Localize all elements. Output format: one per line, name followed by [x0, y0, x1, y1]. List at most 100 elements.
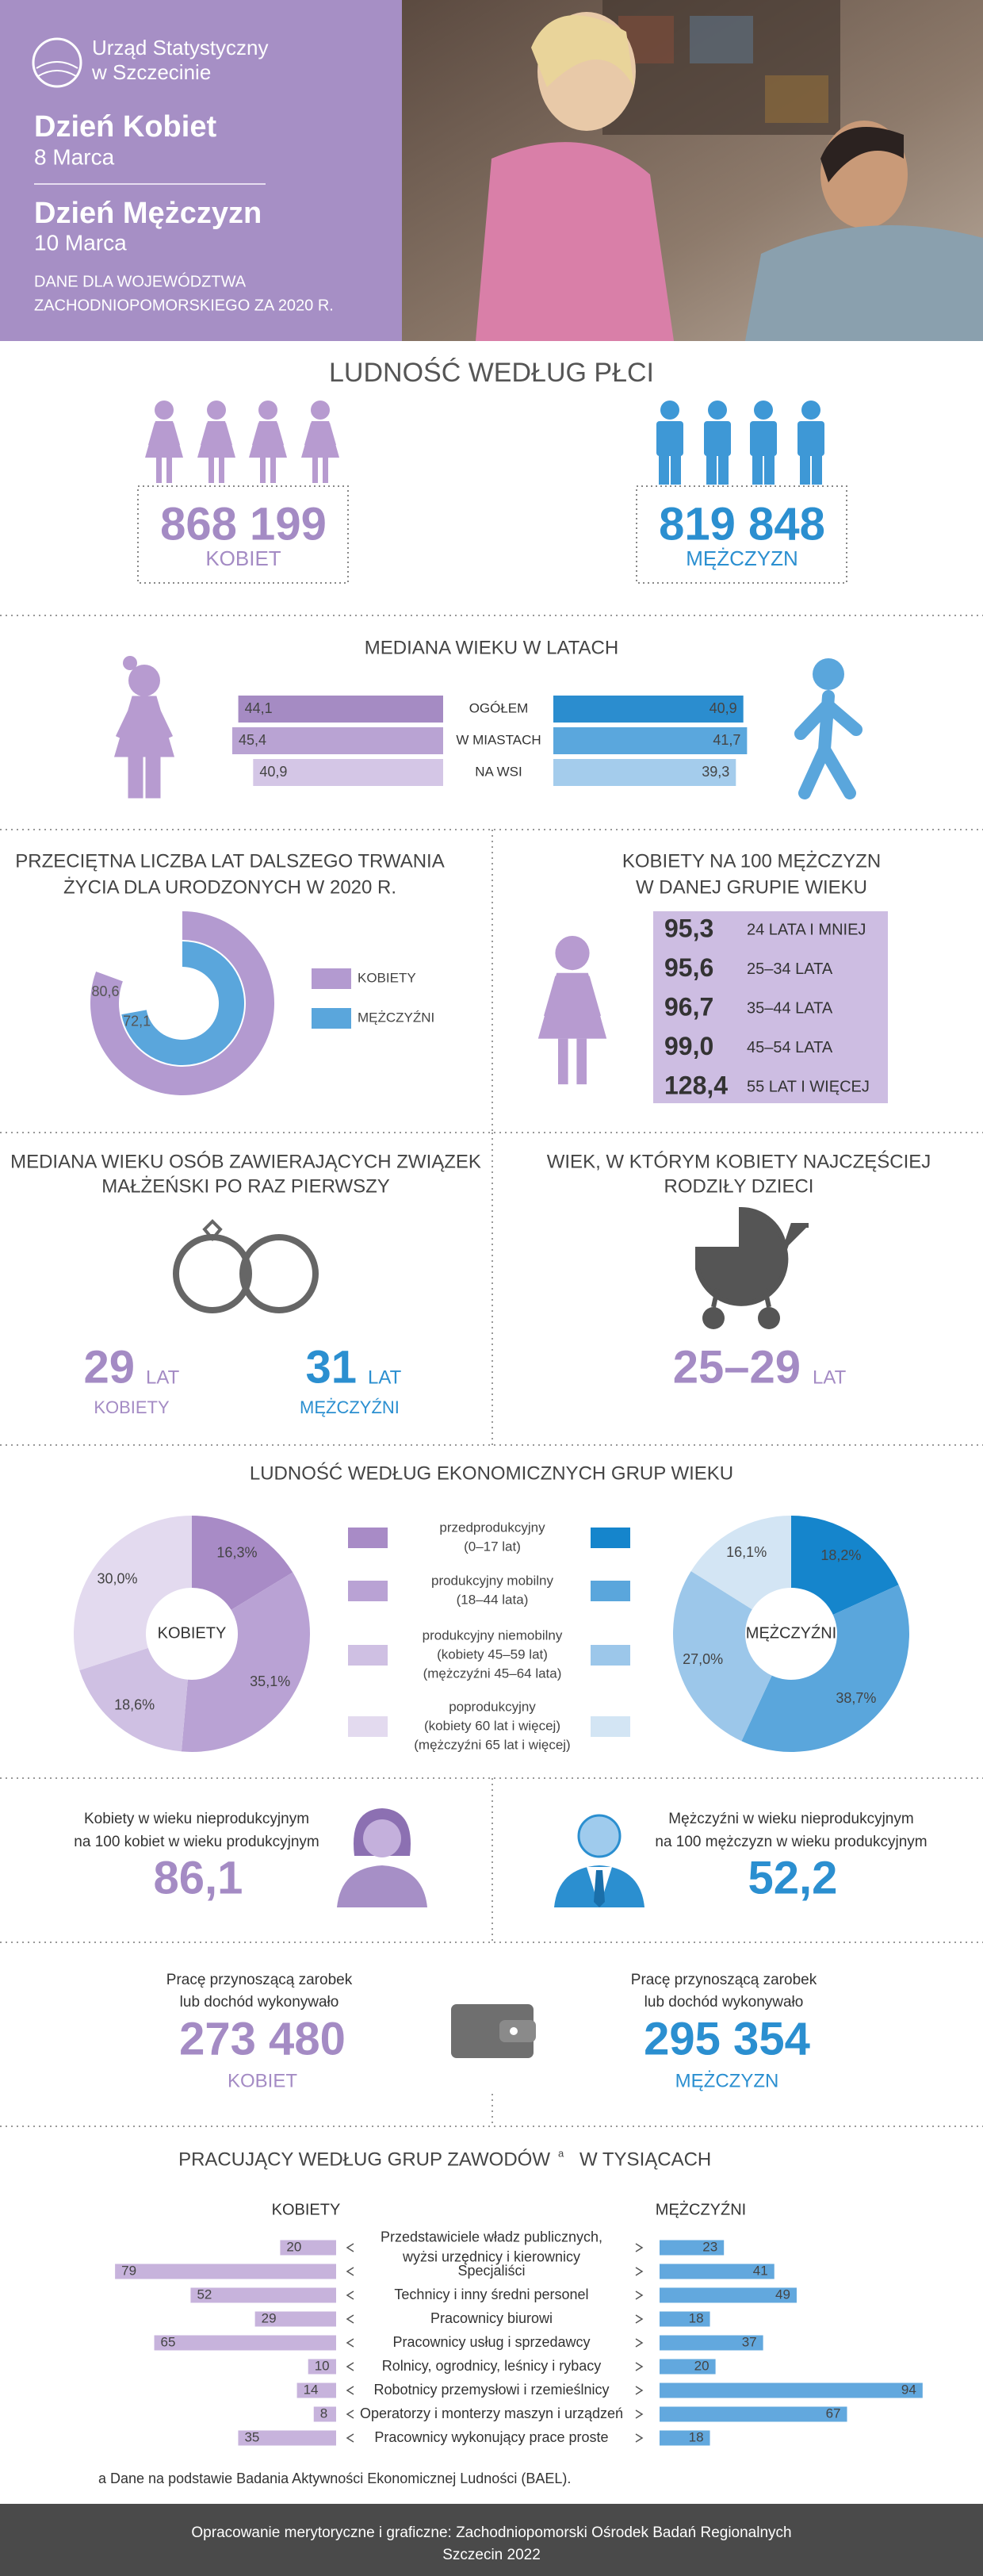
label: MĘŻCZYZN [686, 546, 798, 570]
pie-slice [181, 1572, 310, 1752]
label: ŻYCIA DLA URODZONYCH W 2020 R. [63, 876, 396, 898]
label: PRZECIĘTNA LICZBA LAT DALSZEGO TRWANIA [15, 850, 444, 872]
value-label: 27,0% [683, 1651, 723, 1667]
value-label: 23 [702, 2239, 717, 2254]
category-label: W MIASTACH [456, 732, 541, 747]
label: 868 199 [160, 498, 327, 550]
shape [765, 75, 828, 123]
category-label: OGÓŁEM [469, 700, 529, 715]
fig-m [656, 401, 683, 485]
chevron [346, 2243, 354, 2252]
value-label: 20 [694, 2358, 710, 2373]
bar [115, 2264, 336, 2279]
chevron [635, 2290, 644, 2300]
legend-swatch [591, 1716, 630, 1737]
label: LAT [146, 1367, 180, 1388]
table-bg [653, 911, 888, 1103]
legend-swatch [591, 1581, 630, 1601]
category-label: Pracownicy wykonujący prace proste [374, 2429, 608, 2445]
value-label: 80,6 [91, 983, 119, 999]
value-label: 16,1% [726, 1544, 767, 1560]
value-label: 67 [826, 2405, 841, 2421]
fig-m [704, 401, 731, 485]
legend-swatch [591, 1528, 630, 1548]
label: MĘŻCZYZN [675, 2070, 779, 2091]
label: a [558, 2147, 564, 2159]
fig-m [797, 401, 824, 485]
legend-swatch [591, 1645, 630, 1666]
pie-slice [74, 1516, 192, 1671]
man-bust-icon [577, 1814, 622, 1858]
value-label: 18,6% [114, 1697, 155, 1713]
chevron [635, 2314, 644, 2324]
shape [476, 142, 674, 341]
bar [313, 2406, 336, 2422]
value-label: 37 [742, 2334, 757, 2349]
chevron [346, 2386, 354, 2395]
stroller-icon [711, 1288, 771, 1308]
label: 819 848 [659, 498, 825, 550]
value-label: 94 [901, 2382, 916, 2397]
fig-w [301, 401, 339, 483]
legend-label: produkcyjny mobilny [431, 1573, 554, 1588]
wallet-icon [510, 2027, 518, 2035]
header-photo [402, 0, 983, 341]
table-value: 95,6 [664, 953, 713, 982]
stroller-icon [758, 1307, 780, 1329]
bar [308, 2359, 336, 2375]
label: WIEK, W KTÓRYM KOBIETY NAJCZĘŚCIEJ [547, 1150, 931, 1172]
label: W DANEJ GRUPIE WIEKU [636, 876, 867, 898]
label: LAT [813, 1367, 847, 1388]
table-value: 128,4 [664, 1071, 728, 1099]
chevron [346, 2433, 354, 2443]
label: Dzień Mężczyzn [34, 197, 262, 230]
legend-label: KOBIETY [358, 970, 416, 985]
pie-slice [192, 1516, 293, 1610]
rings-icon [173, 1234, 252, 1313]
label: Opracowanie merytoryczne i graficzne: Za… [191, 2524, 791, 2541]
fig-m [750, 401, 777, 485]
legend-swatch [348, 1716, 388, 1737]
label: MĘŻCZYŹNI [300, 1397, 400, 1417]
value-label: 35 [244, 2429, 259, 2444]
table-value: 96,7 [664, 992, 713, 1021]
woman-bust-icon [337, 1865, 427, 1907]
bar [238, 696, 443, 723]
label: MEDIANA WIEKU W LATACH [365, 637, 618, 658]
legend-label: (18–44 lata) [457, 1592, 529, 1607]
stroller-icon [695, 1206, 809, 1306]
rings-icon [239, 1234, 319, 1313]
label: 273 480 [179, 2013, 346, 2064]
label: Pracę przynoszącą zarobek [631, 1972, 817, 1988]
label: na 100 kobiet w wieku produkcyjnym [74, 1834, 319, 1850]
table-label: 25–34 LATA [747, 960, 833, 978]
value-label: 52 [197, 2287, 212, 2302]
legend-swatch [348, 1645, 388, 1666]
radial-bar [121, 941, 244, 1065]
chevron [635, 2433, 644, 2443]
table-label: 35–44 LATA [747, 999, 833, 1017]
legend-label: poprodukcyjny [449, 1699, 536, 1714]
bar [660, 2287, 797, 2303]
label: 8 Marca [34, 144, 115, 169]
value-label: 65 [161, 2334, 176, 2349]
label: LUDNOŚĆ WEDŁUG EKONOMICZNYCH GRUP WIEKU [250, 1462, 733, 1484]
value-box [636, 485, 847, 584]
legend-label: (mężczyźni 45–64 lata) [423, 1666, 562, 1681]
label: ZACHODNIOPOMORSKIEGO ZA 2020 R. [34, 297, 334, 314]
chevron [635, 2338, 644, 2348]
logo [32, 37, 82, 88]
value-label: 41 [753, 2263, 768, 2278]
label: Urząd Statystyczny [92, 36, 269, 59]
legend-label: przedprodukcyjny [439, 1520, 545, 1535]
legend-label: (0–17 lat) [464, 1539, 521, 1554]
label: Pracę przynoszącą zarobek [166, 1972, 353, 1988]
label: 25–29 [673, 1341, 801, 1393]
chevron [346, 2409, 354, 2419]
category-label: Pracownicy usług i sprzedawcy [392, 2334, 590, 2350]
shape [690, 16, 753, 63]
category-label: Przedstawiciele władz publicznych, [381, 2229, 602, 2244]
legend-swatch [312, 1008, 351, 1029]
chevron [635, 2409, 644, 2419]
